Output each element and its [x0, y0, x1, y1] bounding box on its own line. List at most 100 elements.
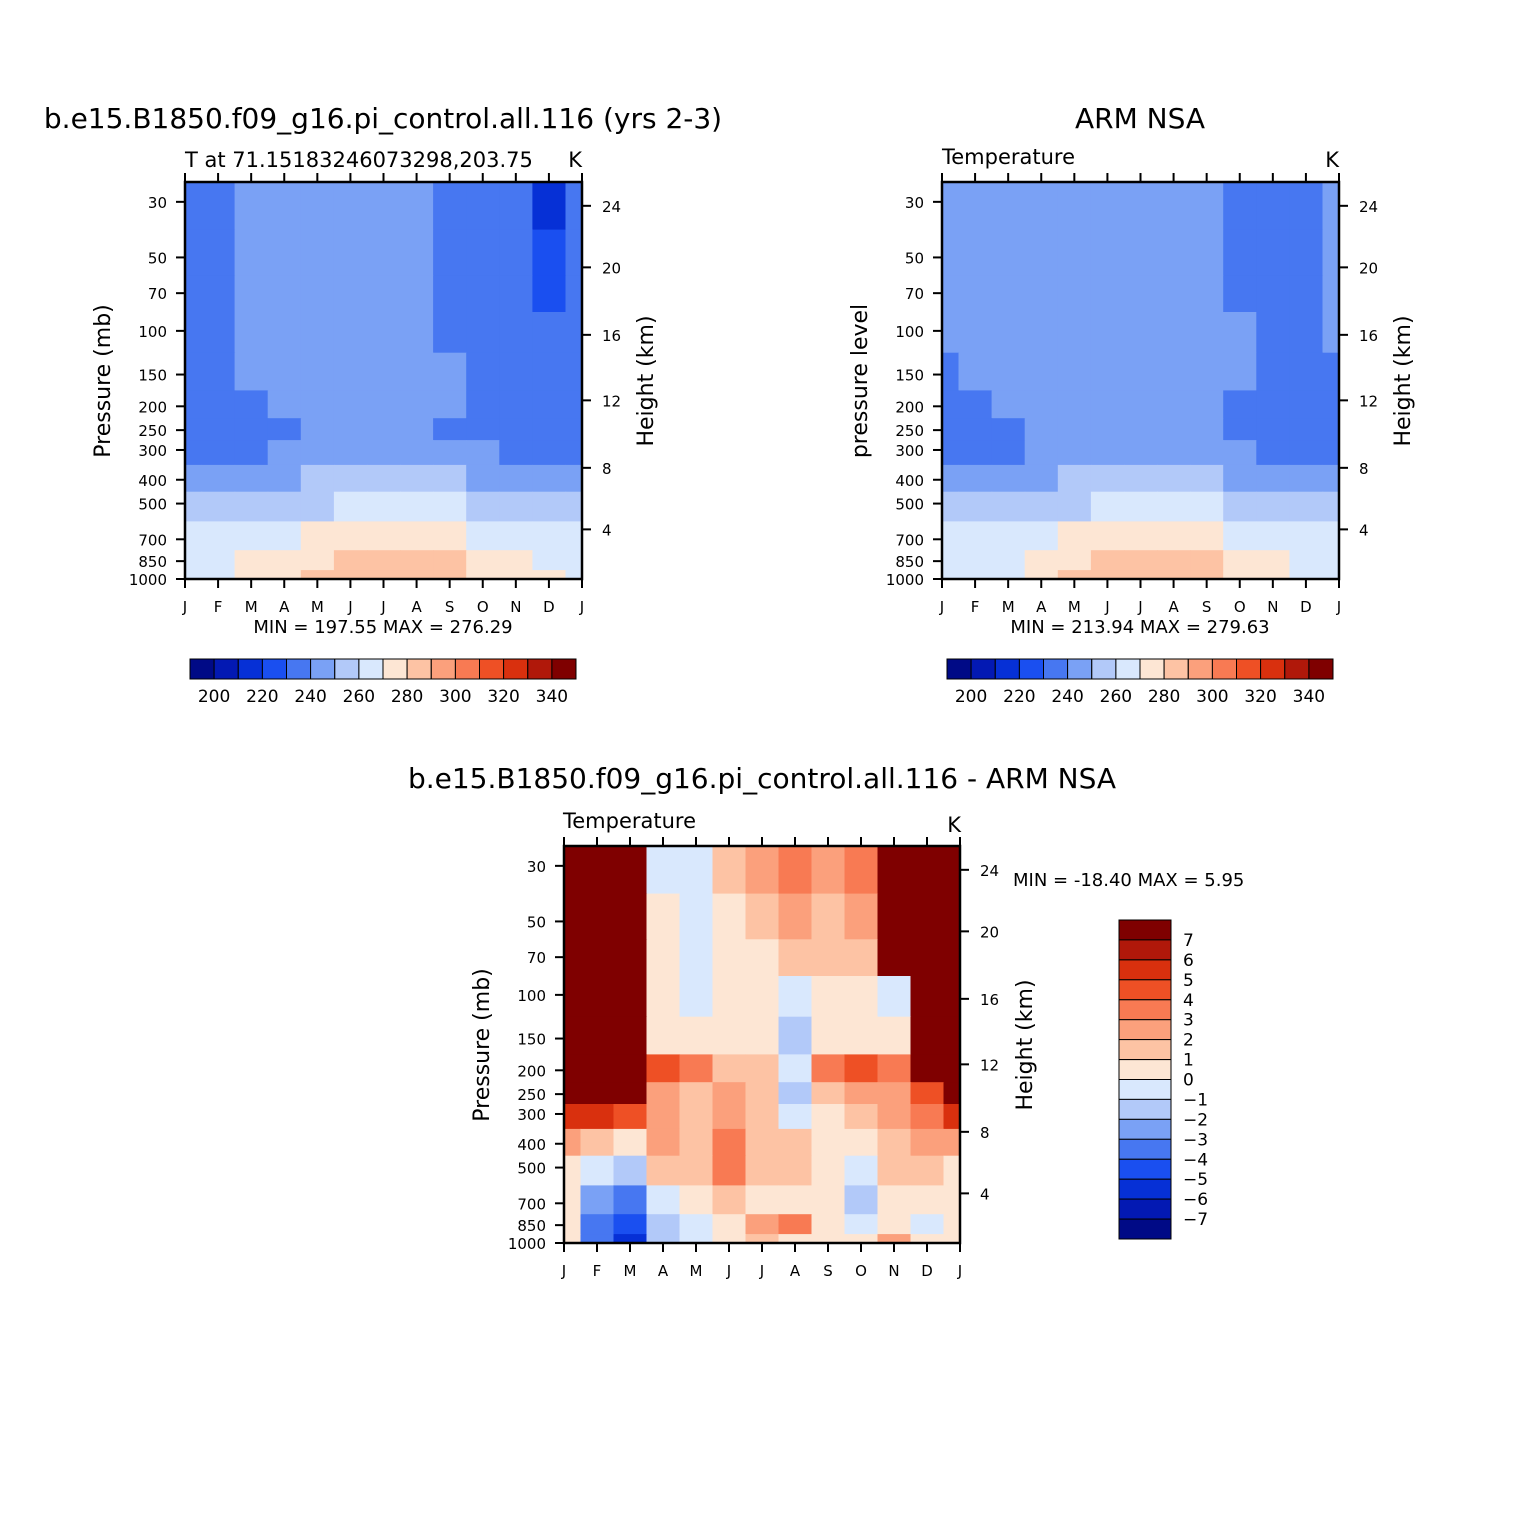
- field-cell: [811, 939, 846, 977]
- height-axis: 4 8 12 16 20 24: [1339, 198, 1378, 539]
- colorbar-label: −5: [1183, 1170, 1208, 1190]
- field-cell: [532, 418, 567, 441]
- field-cell: [778, 939, 813, 977]
- pressure-label: 30: [905, 194, 924, 212]
- colorbar-swatch: [1163, 658, 1189, 680]
- panel-model-colorbar: 200 220 240 260 280 300 320 340: [189, 658, 577, 707]
- height-label: 16: [1359, 327, 1378, 345]
- field-cell: [1256, 312, 1290, 354]
- colorbar-swatch: [430, 658, 456, 680]
- field-cell: [532, 182, 567, 231]
- panel-diff: b.e15.B1850.f09_g16.pi_control.all.116 -…: [408, 762, 1244, 1280]
- field-cell: [400, 182, 434, 231]
- field-cell: [991, 312, 1026, 354]
- field-cell: [433, 182, 467, 231]
- pressure-label: 70: [527, 949, 546, 967]
- field-cell: [1289, 570, 1324, 580]
- colorbar-label: −7: [1183, 1210, 1208, 1230]
- field-cell: [499, 521, 533, 551]
- colorbar-swatch: [970, 658, 996, 680]
- field-cell: [778, 1214, 813, 1235]
- month-label: O: [1234, 598, 1246, 616]
- colorbar-swatch: [1115, 658, 1141, 680]
- field-cell: [564, 846, 582, 895]
- colorbar-swatch: [1118, 1138, 1172, 1160]
- colorbar-label: 340: [1293, 687, 1325, 707]
- month-label: A: [1168, 598, 1179, 616]
- field-cell: [234, 550, 269, 571]
- field-cell: [367, 275, 401, 313]
- field-cell: [811, 1082, 846, 1105]
- colorbar-swatch: [406, 658, 432, 680]
- panel-model-stats: MIN = 197.55 MAX = 276.29: [253, 617, 512, 638]
- colorbar-swatch: [1308, 658, 1334, 680]
- field-cell: [367, 521, 401, 551]
- field-cell: [499, 418, 533, 441]
- field-cell: [646, 893, 681, 940]
- field-cell: [844, 1214, 879, 1235]
- panel-model-subtitle-right: K: [568, 148, 583, 172]
- colorbar-swatch: [1187, 658, 1213, 680]
- field-cell: [400, 521, 434, 551]
- field-cell: [646, 1016, 681, 1055]
- field-cell: [564, 1185, 582, 1215]
- field-cell: [333, 464, 368, 493]
- colorbar-label: −3: [1183, 1130, 1208, 1150]
- field-cell: [613, 976, 648, 1018]
- field-cell: [400, 229, 434, 276]
- field-cell: [679, 1104, 714, 1130]
- colorbar-label: −1: [1183, 1090, 1208, 1110]
- colorbar-label: 300: [1196, 687, 1228, 707]
- colorbar-swatch: [479, 658, 505, 680]
- field-cell: [185, 229, 203, 276]
- field-cell: [1124, 464, 1158, 493]
- panel-diff-ylabel: Pressure (mb): [470, 968, 495, 1122]
- field-cell: [1223, 275, 1257, 313]
- field-cell: [1223, 418, 1257, 441]
- field-cell: [712, 1104, 747, 1130]
- field-cell: [1124, 550, 1158, 571]
- field-cell: [201, 570, 236, 580]
- field-cell: [646, 1082, 681, 1105]
- field-cell: [300, 229, 335, 276]
- field-cell: [811, 1214, 846, 1235]
- field-cell: [679, 1128, 714, 1157]
- field-cell: [201, 440, 236, 466]
- field-cell: [613, 1214, 648, 1235]
- field-cell: [844, 976, 879, 1018]
- colorbar-label: 220: [1003, 687, 1035, 707]
- field-cell: [367, 464, 401, 493]
- pressure-label: 70: [905, 285, 924, 303]
- field-cell: [1256, 521, 1290, 551]
- field-cell: [745, 1155, 780, 1187]
- field-cell: [1024, 418, 1059, 441]
- field-cell: [333, 570, 368, 580]
- field-cell: [1223, 464, 1257, 493]
- colorbar-swatch: [1118, 1019, 1172, 1041]
- field-cell: [877, 1214, 912, 1235]
- field-cell: [1190, 229, 1224, 276]
- height-label: 24: [602, 198, 621, 216]
- colorbar-swatch: [310, 658, 336, 680]
- field-cell: [1157, 521, 1191, 551]
- month-label: A: [790, 1262, 801, 1280]
- field-cell: [532, 312, 567, 354]
- pressure-label: 700: [138, 531, 167, 549]
- field-cell: [1057, 229, 1092, 276]
- field-cell: [613, 1185, 648, 1215]
- field-cell: [811, 1234, 846, 1244]
- field-cell: [1124, 418, 1158, 441]
- height-label: 8: [602, 460, 612, 478]
- field-cell: [333, 418, 368, 441]
- field-cell: [185, 440, 203, 466]
- field-cell: [778, 1082, 813, 1105]
- field-cell: [201, 491, 236, 523]
- field-cell: [1256, 570, 1290, 580]
- colorbar-swatch: [286, 658, 312, 680]
- field-cell: [679, 939, 714, 977]
- field-cell: [1124, 182, 1158, 231]
- field-cell: [712, 893, 747, 940]
- field-cell: [433, 418, 467, 441]
- field-cell: [991, 275, 1026, 313]
- field-cell: [910, 893, 945, 940]
